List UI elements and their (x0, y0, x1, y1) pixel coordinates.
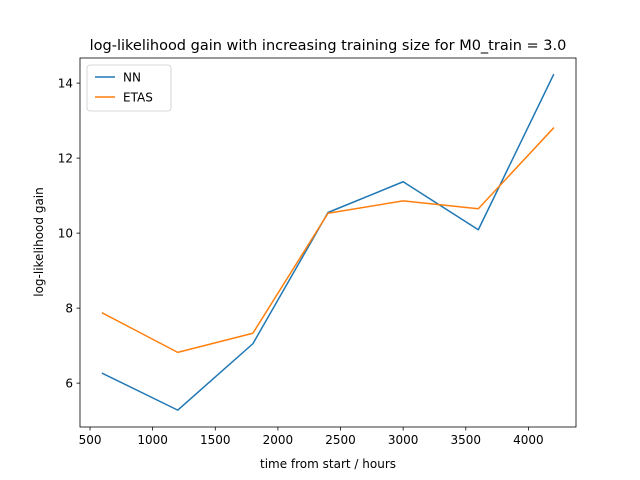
x-tick-label: 2000 (263, 433, 294, 447)
chart-title: log-likelihood gain with increasing trai… (90, 38, 567, 54)
series-line (101, 127, 555, 354)
y-tick-label: 6 (65, 376, 73, 390)
legend-label: NN (123, 70, 141, 84)
y-tick-label: 8 (65, 301, 73, 315)
x-tick-label: 500 (79, 433, 102, 447)
axes-layer: 500 1000 1500 2000 2500 3000 3500 4000 6 8 10 12 14 (58, 57, 577, 447)
x-axis-label: time from start / hours (260, 457, 396, 471)
legend: NN ETAS (86, 64, 172, 112)
y-axis-label: log-likelihood gain (32, 187, 46, 297)
plot-frame (79, 57, 577, 428)
series-layer (101, 73, 555, 411)
x-tick-label: 4000 (513, 433, 544, 447)
y-tick-label: 14 (58, 76, 73, 90)
x-tick-label: 1000 (137, 433, 168, 447)
y-tick-label: 12 (58, 151, 73, 165)
x-tick-label: 3500 (451, 433, 482, 447)
legend-label: ETAS (123, 90, 153, 104)
x-tick-label: 3000 (388, 433, 419, 447)
y-tick-label: 10 (58, 226, 73, 240)
x-tick-label: 1500 (200, 433, 231, 447)
x-tick-label: 2500 (325, 433, 356, 447)
